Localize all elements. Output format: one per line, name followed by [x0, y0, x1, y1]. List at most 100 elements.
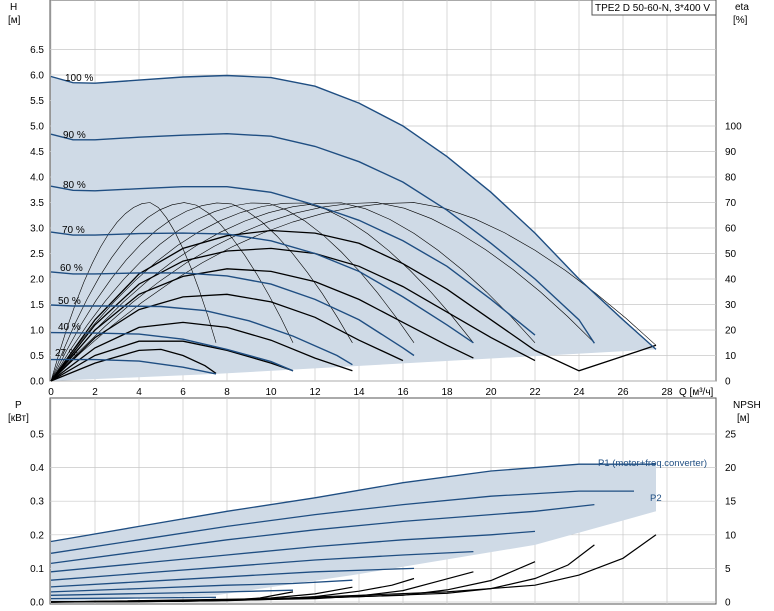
eta-tick-label: 40 [725, 275, 737, 286]
q-tick-label: 12 [309, 387, 321, 398]
h-tick-label: 1.0 [30, 326, 44, 337]
q-tick-label: 18 [441, 387, 453, 398]
speed-curve [50, 132, 595, 344]
q-tick-label: 22 [529, 387, 541, 398]
npsh-tick-label: 0 [725, 598, 731, 609]
power-curve [50, 550, 474, 581]
power-curve [50, 579, 353, 593]
speed-curve [50, 185, 536, 336]
eta-tick-label: 100 [725, 122, 742, 133]
h-tick-label: 6.5 [30, 45, 44, 56]
speed-curve [50, 271, 415, 357]
q-tick-label: 6 [180, 387, 186, 398]
h-tick-label: 0.0 [30, 377, 44, 388]
eta-thin-arc [50, 202, 536, 382]
eta-curve [50, 321, 353, 382]
eta-curve [50, 348, 217, 382]
p1-label: P1 (motor+freq.converter) [598, 458, 707, 469]
p-tick-label: 0.0 [30, 598, 44, 609]
h-axis-unit: [м] [8, 15, 21, 26]
speed-labels: 100 % 90 % 80 % 70 % 60 % 50 % 40 % 27 % [55, 73, 93, 359]
speed-label: 40 % [58, 322, 81, 333]
q-tick-label: 24 [573, 387, 585, 398]
p-tick-label: 0.2 [30, 530, 44, 541]
eta-tick-label: 20 [725, 326, 737, 337]
q-tick-label: 4 [136, 387, 142, 398]
h-tick-label: 1.5 [30, 300, 44, 311]
speed-curve [50, 231, 474, 344]
speed-label: 90 % [63, 130, 86, 141]
eta-tick-label: 30 [725, 300, 737, 311]
q-tick-label: 10 [265, 387, 277, 398]
npsh-curve [50, 598, 217, 603]
power-curve [50, 530, 536, 573]
power-curve [50, 596, 217, 600]
eta-curve [50, 293, 404, 382]
eta-tick-label: 0 [725, 377, 731, 388]
speed-label: 80 % [63, 180, 86, 191]
power-curve [50, 503, 595, 565]
q-tick-label: 0 [48, 387, 54, 398]
h-tick-label: 2.5 [30, 249, 44, 260]
h-axis-label: H [10, 2, 17, 13]
h-tick-label: 6.0 [30, 71, 44, 82]
eta-tick-label: 10 [725, 351, 737, 362]
title-box [591, 0, 717, 16]
power-curves [50, 463, 656, 600]
eta-tick-label: 80 [725, 173, 737, 184]
speed-curve [50, 304, 353, 366]
h-tick-label: 4.5 [30, 147, 44, 158]
q-axis-label: Q [м³/ч] [679, 387, 714, 398]
eta-curve [50, 340, 294, 382]
qh-tick-labels: 0 2 4 6 8 10 12 14 16 18 20 22 24 26 280.00.51.01.52.0… [30, 45, 742, 398]
operating-range [51, 75, 656, 381]
power-curve [50, 463, 656, 543]
h-tick-label: 0.5 [30, 351, 44, 362]
eta-thin-arc [50, 202, 217, 382]
q-tick-label: 8 [224, 387, 230, 398]
q-tick-label: 14 [353, 387, 365, 398]
q-tick-label: 20 [485, 387, 497, 398]
eta-tick-label: 50 [725, 249, 737, 260]
chart-title: TPE2 D 50-60-N, 3*400 V [595, 3, 710, 14]
npsh-axis-unit: [м] [737, 413, 750, 424]
q-tick-label: 16 [397, 387, 409, 398]
p-tick-label: 0.5 [30, 430, 44, 441]
h-tick-label: 5.5 [30, 96, 44, 107]
speed-curve [50, 74, 657, 350]
npsh-tick-label: 25 [725, 430, 737, 441]
q-tick-label: 26 [617, 387, 629, 398]
eta-curve [50, 229, 657, 382]
q-tick-label: 28 [661, 387, 673, 398]
power-curve [50, 567, 415, 588]
speed-label: 50 % [58, 296, 81, 307]
eta-tick-label: 90 [725, 147, 737, 158]
npsh-tick-label: 15 [725, 497, 737, 508]
h-tick-label: 4.0 [30, 173, 44, 184]
speed-label: 27 % [55, 348, 78, 359]
eta-axis-label: eta [735, 2, 749, 13]
eta-thin-arc [50, 202, 353, 382]
p-tick-label: 0.1 [30, 564, 44, 575]
q-tick-label: 2 [92, 387, 98, 398]
p-tick-label: 0.3 [30, 497, 44, 508]
power-tick-labels: 0.0 0.1 0.2 0.3 0.4 0.5 0 5 10 15 20 25 [30, 430, 736, 609]
speed-label: 60 % [60, 263, 83, 274]
speed-label: 100 % [65, 73, 93, 84]
power-curve [50, 589, 294, 596]
eta-curve [50, 247, 536, 382]
eta-thin-arc [50, 202, 294, 382]
speed-curve [50, 331, 294, 372]
qh-operating-range-fill [51, 75, 656, 381]
npsh-curves [50, 534, 657, 603]
p-tick-label: 0.4 [30, 463, 44, 474]
npsh-axis-label: NPSH [733, 400, 761, 411]
h-tick-label: 5.0 [30, 122, 44, 133]
npsh-tick-label: 10 [725, 530, 737, 541]
power-range [51, 464, 656, 602]
p-axis-unit: [кВт] [8, 413, 29, 424]
npsh-tick-label: 20 [725, 463, 737, 474]
h-tick-label: 3.0 [30, 224, 44, 235]
speed-curves [50, 74, 657, 375]
